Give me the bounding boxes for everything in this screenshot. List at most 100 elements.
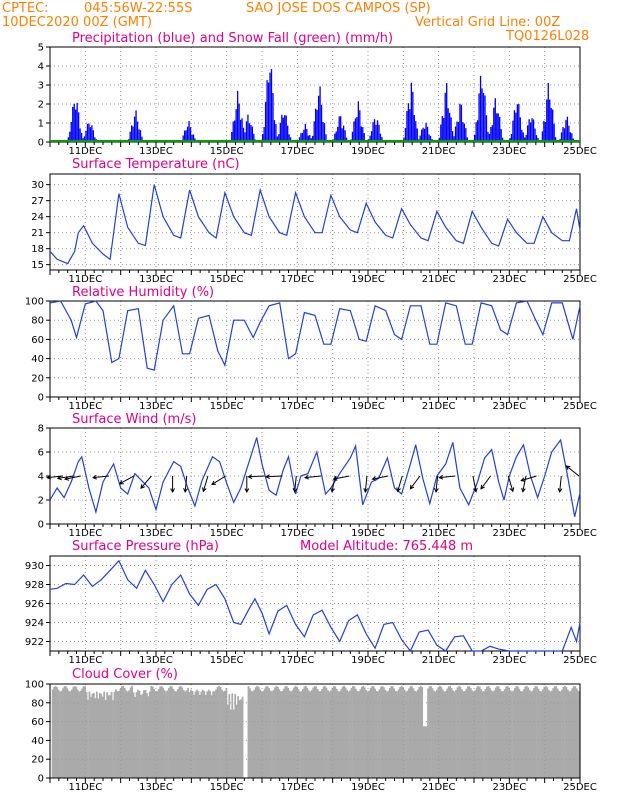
cloud-cover-bar (291, 690, 294, 778)
cloud-cover-bar (313, 685, 316, 778)
precip-bar (313, 121, 315, 142)
precip-bar (425, 122, 427, 142)
precip-bar (457, 121, 460, 142)
cloud-cover-bar (132, 692, 135, 778)
cloud-cover-bar (166, 690, 169, 778)
temperature-title: Surface Temperature (nC) (72, 157, 240, 172)
precip-bar (500, 129, 502, 142)
precip-ytick-label: 1 (38, 119, 44, 130)
cloud-cover-bar (176, 689, 179, 778)
cloud-xtick-label: 23DEC (492, 782, 526, 793)
cloud-cover-bar (247, 686, 250, 778)
cloud-cover-bar (372, 686, 375, 778)
cloud-cover-bar (297, 689, 300, 778)
pres-xtick-label: 21DEC (422, 655, 456, 666)
precip-bar (341, 128, 343, 142)
cloud-cover-bar (497, 686, 500, 778)
wind-arrow (521, 475, 537, 482)
cloud-cover-bar (394, 690, 397, 778)
wind-xtick-label: 17DEC (280, 528, 314, 539)
cloud-cover-bar (254, 687, 257, 778)
precip-bar (550, 108, 552, 142)
precip-bar (275, 123, 277, 142)
precip-bar (378, 124, 380, 142)
cloud-cover-bar (94, 698, 97, 778)
cloud-cover-bar (515, 686, 518, 778)
cloud-cover-bar (299, 691, 301, 778)
cloud-cover-bar (265, 686, 268, 778)
wind-arrow (409, 475, 421, 490)
header-coordinates: 045:56W-22:55S (84, 1, 192, 16)
precip-bar (543, 120, 545, 142)
cloud-cover-bar (328, 691, 331, 778)
cloud-cover-bar (56, 687, 58, 778)
rh-xtick-label: 17DEC (280, 401, 314, 412)
cloud-cover-bar (399, 687, 401, 778)
cloud-cover-bar (302, 688, 304, 778)
cloud-cover-bar (374, 688, 376, 778)
cloud-cover-bar (415, 691, 418, 778)
precip-bar (91, 125, 93, 142)
precip-bar (381, 137, 383, 142)
pres-xtick-label: 13DEC (139, 655, 173, 666)
cloud-cover-bar (438, 685, 441, 778)
cloud-cover-bar (143, 690, 145, 778)
precip-title: Precipitation (blue) and Snow Fall (gree… (72, 31, 393, 46)
wind-arrow (140, 475, 152, 489)
precip-bar (510, 133, 513, 142)
cloud-cover-bar (452, 690, 454, 778)
precip-bar (413, 114, 415, 142)
wind-arrow (333, 475, 350, 480)
wind-arrow (372, 475, 389, 480)
precip-xtick-label: 21DEC (422, 146, 456, 157)
cloud-cover-bar (465, 688, 468, 778)
cloud-cover-bar (197, 691, 200, 778)
precip-bar (88, 123, 90, 142)
cloud-cover-bar (519, 691, 522, 778)
precip-bar (412, 91, 414, 142)
cloud-cover-bar (446, 688, 449, 778)
cloud-ytick-label: 80 (31, 698, 44, 709)
precip-bar (474, 134, 476, 142)
cloud-cover-bar (433, 690, 435, 778)
cloud-cover-bar (72, 687, 75, 778)
cloud-cover-bar (471, 690, 474, 778)
precip-bar (447, 108, 449, 142)
cloud-cover-bar (412, 688, 415, 778)
cloud-cover-bar (125, 690, 128, 778)
precip-bar (241, 118, 243, 142)
cloud-cover-bar (561, 689, 563, 778)
cloud-cover-bar (112, 700, 114, 778)
cloud-cover-bar (408, 688, 410, 778)
cloud-cover-bar (549, 691, 552, 778)
precip-xtick-label: 19DEC (351, 146, 385, 157)
wind-xtick-label: 23DEC (492, 528, 526, 539)
cloud-cover-bar (224, 690, 226, 778)
wind-arrow (305, 475, 322, 479)
wind-arrow (211, 475, 226, 485)
cloud-cover-bar (494, 687, 497, 778)
cloud-cover-bar (353, 686, 356, 778)
wind-arrow-head (438, 474, 444, 480)
cloud-cover-bar (67, 690, 70, 778)
wind-xtick-label: 25DEC (563, 528, 597, 539)
cloud-cover-bar (362, 685, 365, 778)
cloud-cover-bar (569, 690, 572, 778)
wind-arrow-head (396, 487, 401, 493)
precip-ytick-label: 3 (38, 81, 44, 92)
wind-arrow-head (244, 488, 250, 494)
cloud-cover-bar (397, 689, 400, 778)
cloud-cover-bar (209, 691, 212, 778)
cloud-cover-bar (534, 686, 537, 778)
cloud-xtick-label: 21DEC (422, 782, 456, 793)
cloud-cover-bar (212, 691, 215, 778)
precip-bar (141, 136, 143, 142)
cloud-cover-bar (468, 686, 471, 778)
cloud-cover-bar (533, 687, 535, 778)
precip-bar (566, 116, 569, 142)
cloud-cover-bar (141, 694, 144, 778)
cloud-cover-bar (75, 687, 78, 778)
precip-ytick-label: 0 (38, 138, 44, 149)
precip-bar (289, 137, 292, 142)
